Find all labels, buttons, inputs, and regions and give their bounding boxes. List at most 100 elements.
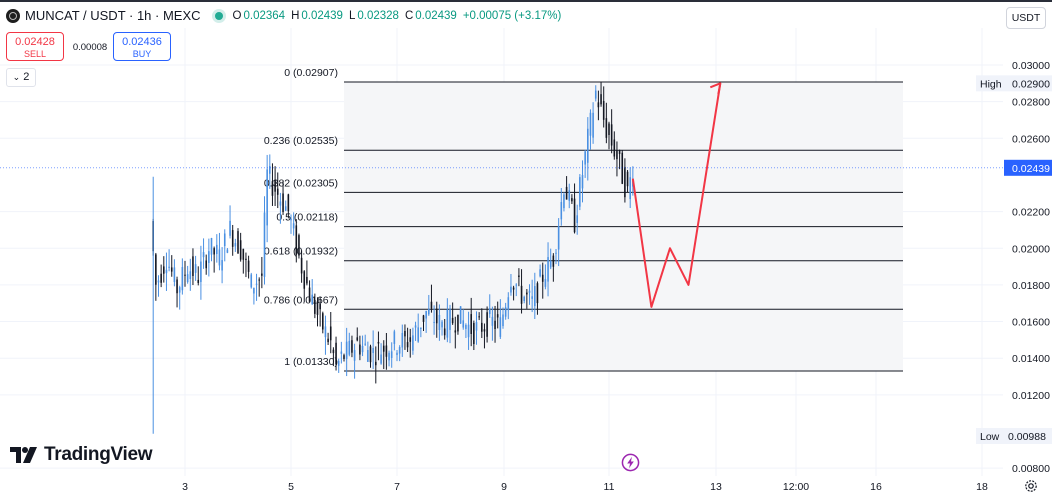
candle-body bbox=[218, 249, 221, 266]
indicators-toggle[interactable]: ⌄ 2 bbox=[6, 68, 36, 87]
candle-body bbox=[510, 286, 512, 293]
candle-body bbox=[587, 128, 589, 163]
candle-body bbox=[337, 360, 340, 366]
candle-body bbox=[454, 330, 457, 333]
open-label: O bbox=[232, 9, 242, 22]
candle-body bbox=[536, 283, 539, 304]
candle-body bbox=[420, 327, 422, 329]
x-tick-label: 11 bbox=[604, 481, 615, 493]
candle-body bbox=[247, 260, 250, 272]
candle-body bbox=[377, 341, 380, 344]
candle-body bbox=[518, 275, 520, 278]
candle-body bbox=[515, 284, 518, 286]
candle-body bbox=[311, 294, 313, 305]
buy-button[interactable]: 0.02436 BUY bbox=[113, 32, 171, 61]
candle-body bbox=[496, 314, 499, 318]
candle-body bbox=[361, 345, 364, 353]
candle-body bbox=[300, 257, 303, 274]
candle-body bbox=[343, 355, 345, 359]
candle-body bbox=[417, 327, 419, 342]
candle-body bbox=[258, 279, 260, 281]
chevron-down-icon: ⌄ bbox=[12, 72, 21, 82]
candle-body bbox=[213, 248, 215, 255]
candle-body bbox=[356, 337, 359, 341]
candle-body bbox=[216, 244, 218, 255]
candle-body bbox=[470, 314, 472, 334]
candle-body bbox=[499, 317, 502, 337]
candle-body bbox=[231, 230, 234, 247]
candle-body bbox=[393, 331, 396, 344]
candle-body bbox=[406, 342, 409, 348]
candle-body bbox=[451, 317, 454, 324]
candle-body bbox=[367, 350, 369, 362]
high-value: 0.02900 bbox=[1012, 78, 1050, 90]
candle-body bbox=[494, 320, 496, 330]
candle-body bbox=[372, 348, 374, 354]
candle-body bbox=[276, 188, 279, 195]
buy-price: 0.02436 bbox=[122, 36, 162, 48]
candle-body bbox=[473, 322, 475, 345]
candle-body bbox=[520, 285, 523, 304]
bolt-event-icon[interactable] bbox=[621, 453, 640, 472]
candle-body bbox=[327, 338, 329, 343]
symbol-title[interactable]: MUNCAT / USDT · 1h · MEXC bbox=[25, 8, 201, 23]
candle-body bbox=[467, 324, 470, 338]
candle-body bbox=[369, 346, 372, 363]
price-tags: 0.02439 High 0.02900 Low 0.00988 bbox=[0, 75, 1052, 444]
candle-body bbox=[441, 321, 443, 328]
candle-body bbox=[226, 249, 229, 253]
x-tick-label: 16 bbox=[870, 481, 882, 493]
settings-gear-icon[interactable] bbox=[1024, 479, 1038, 493]
x-tick-label: 7 bbox=[394, 481, 400, 493]
symbol-logo-icon[interactable] bbox=[6, 8, 20, 23]
change-value: +0.00075 (+3.17%) bbox=[462, 9, 562, 22]
y-tick-label: 0.01200 bbox=[1012, 390, 1050, 402]
y-tick-label: 0.02000 bbox=[1012, 243, 1050, 255]
high-price-tag bbox=[1004, 75, 1052, 92]
x-tick-label: 18 bbox=[976, 481, 988, 493]
currency-selector[interactable]: USDT bbox=[1006, 7, 1046, 29]
candle-body bbox=[443, 328, 446, 336]
candle-body bbox=[597, 102, 600, 108]
sell-button[interactable]: 0.02428 SELL bbox=[6, 32, 64, 61]
candle-body bbox=[539, 269, 541, 277]
x-tick-label: 5 bbox=[288, 481, 294, 493]
tradingview-logo[interactable]: TradingView bbox=[10, 444, 153, 466]
candle-body bbox=[584, 151, 586, 165]
candle-body bbox=[605, 118, 608, 138]
candle-body bbox=[488, 308, 491, 315]
x-tick-label: 3 bbox=[182, 481, 188, 493]
candle-body bbox=[205, 260, 207, 269]
live-status-dot bbox=[214, 11, 223, 20]
candle-body bbox=[507, 297, 510, 311]
candle-body bbox=[253, 287, 255, 294]
y-tick-label: 0.02600 bbox=[1012, 133, 1050, 145]
top-border bbox=[0, 0, 1052, 2]
candle-body bbox=[242, 248, 245, 260]
candle-body bbox=[414, 325, 417, 328]
low-label: L bbox=[348, 9, 356, 22]
candle-body bbox=[422, 315, 425, 322]
x-tick-label: 13 bbox=[710, 481, 722, 493]
candle-body bbox=[197, 279, 200, 283]
projection-arrowhead bbox=[709, 82, 722, 95]
candle-body bbox=[316, 301, 319, 315]
candle-body bbox=[173, 267, 176, 283]
low-price-tag bbox=[1004, 428, 1052, 444]
candle-body bbox=[314, 299, 316, 314]
candle-body bbox=[430, 301, 433, 309]
close-label: C bbox=[404, 9, 414, 22]
candle-body bbox=[557, 225, 560, 250]
candle-body bbox=[594, 90, 597, 99]
candle-body bbox=[626, 171, 629, 187]
open-value: 0.02364 bbox=[243, 9, 286, 22]
candle-body bbox=[549, 261, 552, 268]
candle-body bbox=[385, 345, 388, 357]
candle-body bbox=[340, 351, 343, 354]
fib-label: 0.618 (0.01932) bbox=[264, 246, 338, 258]
candle-body bbox=[200, 261, 202, 283]
candle-body bbox=[298, 235, 300, 256]
candle-body bbox=[523, 296, 525, 301]
candle-body bbox=[435, 308, 438, 324]
